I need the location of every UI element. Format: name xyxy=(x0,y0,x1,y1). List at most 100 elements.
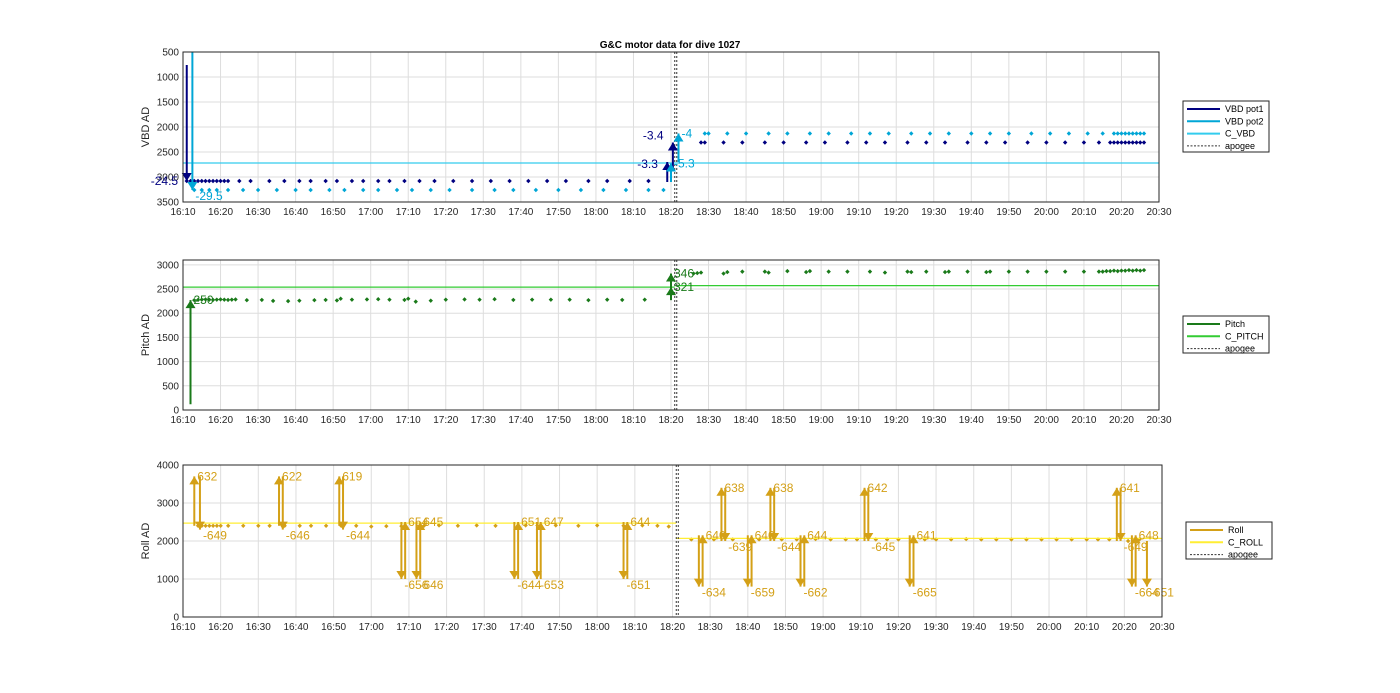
data-point xyxy=(1123,131,1128,136)
data-point xyxy=(451,178,456,184)
x-tick-label: 16:40 xyxy=(283,207,308,218)
axes-frame xyxy=(182,464,1163,618)
annotation-label: 250 xyxy=(194,293,214,307)
data-point xyxy=(1029,131,1034,136)
y-tick-label: 3000 xyxy=(157,260,180,271)
annotation-label: 321 xyxy=(674,280,694,294)
data-point xyxy=(195,297,201,303)
data-point xyxy=(493,523,498,528)
y-tick-label: 2500 xyxy=(157,285,180,296)
annotation-label: 648 xyxy=(1139,528,1159,542)
annotation-arrow-head xyxy=(673,133,684,142)
x-tick-label: 18:30 xyxy=(696,415,721,426)
annotation-arrow-head xyxy=(181,173,192,181)
annotation-label: -653 xyxy=(540,578,564,592)
annotation-label: 619 xyxy=(342,469,362,483)
data-point xyxy=(529,297,535,302)
data-point xyxy=(1126,131,1132,136)
data-point xyxy=(924,269,929,274)
data-point xyxy=(507,178,512,184)
x-tick-label: 17:00 xyxy=(358,415,383,426)
x-tick-label: 17:50 xyxy=(546,415,571,426)
data-point xyxy=(1115,140,1120,145)
data-point xyxy=(203,523,208,528)
data-point xyxy=(553,523,558,528)
annotation-arrow-head xyxy=(189,476,200,485)
data-point xyxy=(1138,131,1143,136)
data-point xyxy=(199,178,204,184)
x-tick-label: 18:00 xyxy=(583,415,608,426)
x-tick-label: 18:50 xyxy=(773,622,798,633)
annotation-label: -29.5 xyxy=(195,189,223,203)
data-point xyxy=(229,297,234,302)
data-point xyxy=(984,140,989,145)
data-point xyxy=(376,178,381,184)
data-point xyxy=(1111,140,1117,145)
data-point xyxy=(282,178,287,184)
data-point xyxy=(1119,140,1124,145)
series-vbd-pot1 xyxy=(184,140,1147,184)
figure-title: G&C motor data for dive 1027 xyxy=(600,40,741,51)
data-point xyxy=(640,523,645,528)
data-point xyxy=(984,269,989,275)
data-point xyxy=(826,131,831,136)
data-point xyxy=(969,131,974,136)
data-point xyxy=(822,140,828,145)
x-tick-label: 19:20 xyxy=(886,622,911,633)
annotation-arrow-head xyxy=(697,535,708,544)
legend-entry: C_PITCH xyxy=(1225,331,1264,341)
data-point xyxy=(192,178,197,184)
annotation-label: -634 xyxy=(702,586,726,600)
data-point xyxy=(1138,268,1143,273)
x-tick-label: 19:00 xyxy=(809,415,834,426)
annotation-label: 638 xyxy=(724,481,744,495)
data-point xyxy=(803,140,809,145)
x-tick-label: 19:40 xyxy=(959,415,984,426)
data-point xyxy=(511,187,516,193)
x-tick-label: 16:50 xyxy=(321,207,346,218)
annotation-label: -665 xyxy=(913,586,937,600)
data-point xyxy=(443,297,448,302)
data-point xyxy=(994,537,999,542)
data-point xyxy=(488,178,494,184)
annotation-label: 641 xyxy=(1120,481,1140,495)
data-point xyxy=(1108,268,1113,274)
data-point xyxy=(259,297,265,303)
annotation-label: 645 xyxy=(423,515,443,529)
data-point xyxy=(428,298,433,303)
y-tick-label: 2500 xyxy=(157,148,180,159)
data-point xyxy=(354,523,359,528)
data-point xyxy=(661,187,666,193)
data-point xyxy=(655,523,660,528)
data-point xyxy=(533,187,539,193)
legend-entry: apogee xyxy=(1225,344,1255,354)
data-point xyxy=(730,537,735,542)
data-point xyxy=(946,131,951,136)
x-tick-label: 17:20 xyxy=(434,622,459,633)
x-tick-label: 20:30 xyxy=(1149,622,1174,633)
data-point xyxy=(1100,131,1105,136)
y-tick-label: 3500 xyxy=(157,198,180,209)
data-point xyxy=(1111,268,1117,273)
x-tick-label: 17:50 xyxy=(546,207,571,218)
annotation-arrow-head xyxy=(908,535,919,544)
annotation-arrow-head xyxy=(863,533,874,541)
data-point xyxy=(447,187,452,193)
x-tick-label: 16:10 xyxy=(170,207,195,218)
data-point xyxy=(387,297,392,302)
x-tick-label: 20:10 xyxy=(1071,415,1096,426)
x-tick-label: 18:10 xyxy=(621,415,646,426)
data-point xyxy=(766,131,771,136)
data-point xyxy=(270,298,276,304)
subplot-3: 16:10 16:20 16:30 16:40 16:50 17:00 17:10 17:20… xyxy=(140,461,1273,633)
data-point xyxy=(1044,140,1049,145)
x-tick-label: 16:50 xyxy=(321,622,346,633)
data-point xyxy=(1115,268,1120,274)
data-point xyxy=(334,298,340,303)
x-tick-label: 19:30 xyxy=(921,207,946,218)
data-point xyxy=(207,178,212,184)
data-point xyxy=(942,269,948,275)
data-point xyxy=(646,178,651,184)
annotation-arrow-head xyxy=(1115,533,1126,541)
x-tick-label: 16:30 xyxy=(246,207,271,218)
